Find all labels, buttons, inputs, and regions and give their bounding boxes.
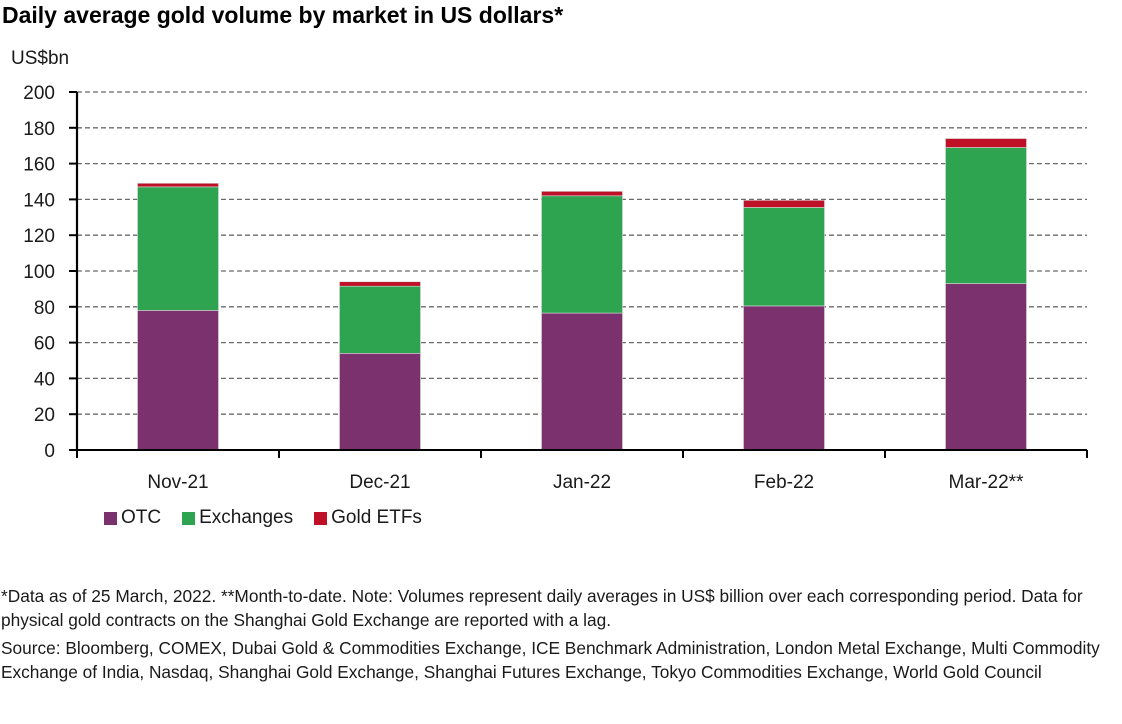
bar-segment-gold-etfs xyxy=(137,182,219,188)
bars xyxy=(137,138,1027,451)
y-tick-label: 200 xyxy=(23,83,55,104)
bar-segment-otc xyxy=(541,312,623,451)
bar-segment-exchanges xyxy=(137,186,219,311)
y-tick-label: 60 xyxy=(34,334,55,355)
y-tick-label: 140 xyxy=(23,190,55,211)
footnote: *Data as of 25 March, 2022. **Month-to-d… xyxy=(1,586,1083,630)
legend-label: Exchanges xyxy=(199,507,294,528)
legend-label: Gold ETFs xyxy=(331,507,422,528)
legend-item-exchanges: Exchanges xyxy=(182,507,293,529)
x-tick-label: Feb-22 xyxy=(754,472,814,493)
bar-segment-exchanges xyxy=(541,195,623,314)
y-tick-label: 80 xyxy=(34,298,55,319)
legend-item-gold-etfs: Gold ETFs xyxy=(314,507,422,529)
x-tick-label: Dec-21 xyxy=(349,472,410,493)
y-tick-labels: 0 20 40 60 80 100 120 140 160 180 200 xyxy=(23,83,55,462)
y-tick-label: 0 xyxy=(44,441,55,462)
bar-segment-exchanges xyxy=(743,207,825,307)
legend-item-otc: OTC xyxy=(104,507,161,529)
bar-segment-exchanges xyxy=(945,147,1027,284)
legend-swatch xyxy=(104,511,117,525)
y-tick-label: 160 xyxy=(23,155,55,176)
chart-title: Daily average gold volume by market in U… xyxy=(2,2,564,28)
bar-segment-gold-etfs xyxy=(743,199,825,208)
legend-swatch xyxy=(314,511,328,525)
y-tick-label: 120 xyxy=(23,226,55,247)
legend: OTC Exchanges Gold ETFs xyxy=(104,507,443,529)
y-tick-label: 100 xyxy=(23,262,55,283)
bar-segment-gold-etfs xyxy=(339,281,421,287)
stacked-bar-chart: US$bn 0 20 40 60 80 100 120 140 160 180 200 Nov-21… xyxy=(11,48,1088,493)
legend-label: OTC xyxy=(121,507,162,528)
bar-segment-gold-etfs xyxy=(541,191,623,197)
y-tick-label: 40 xyxy=(34,369,55,390)
x-tick-label: Mar-22** xyxy=(949,472,1025,493)
axes xyxy=(69,91,1088,458)
bar-segment-otc xyxy=(137,310,219,451)
bar-segment-otc xyxy=(743,305,825,451)
x-tick-label: Jan-22 xyxy=(553,472,611,493)
x-tick-label: Nov-21 xyxy=(147,472,208,493)
bar-segment-exchanges xyxy=(339,285,421,354)
y-tick-label: 180 xyxy=(23,119,55,140)
legend-swatch xyxy=(182,511,196,525)
bar-segment-gold-etfs xyxy=(945,138,1027,148)
bar-segment-otc xyxy=(945,283,1027,451)
y-axis-unit-label: US$bn xyxy=(11,48,69,69)
notes: *Data as of 25 March, 2022. **Month-to-d… xyxy=(1,584,1119,688)
source-note: Source: Bloomberg, COMEX, Dubai Gold & C… xyxy=(1,638,1100,682)
y-tick-label: 20 xyxy=(34,405,55,426)
x-tick-labels: Nov-21 Dec-21 Jan-22 Feb-22 Mar-22** xyxy=(147,472,1024,493)
bar-segment-otc xyxy=(339,353,421,451)
